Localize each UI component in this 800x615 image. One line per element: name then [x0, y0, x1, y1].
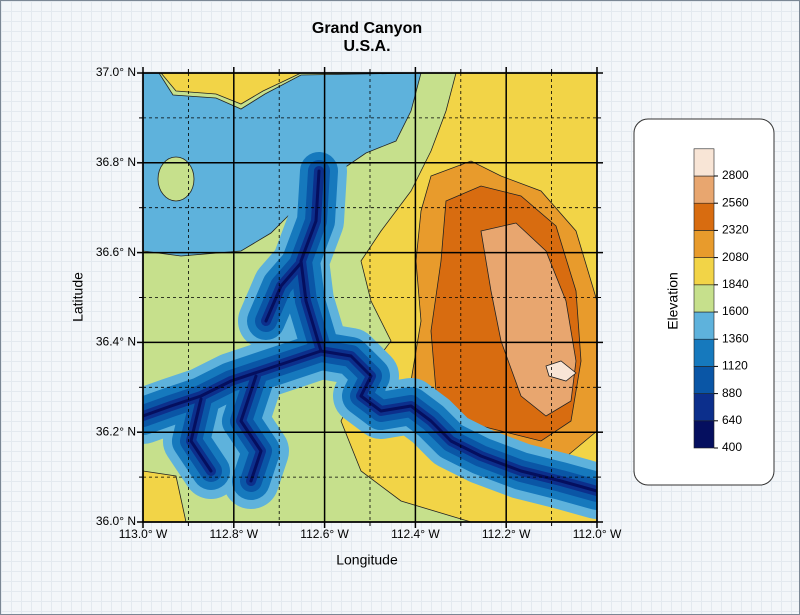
- contour-region: [143, 470, 187, 522]
- colorbar-tick-label: 2560: [722, 195, 749, 209]
- x-tick-label: 113.0° W: [119, 527, 168, 541]
- colorbar-swatch: [693, 202, 715, 231]
- y-axis-label: Latitude: [70, 272, 86, 322]
- x-tick-label: 112.4° W: [391, 527, 440, 541]
- colorbar-label: Elevation: [665, 272, 681, 330]
- colorbar-swatch: [693, 338, 715, 367]
- colorbar-tick-label: 1840: [722, 277, 749, 291]
- y-tick-label: 36.4° N: [96, 335, 136, 349]
- colorbar-swatch: [693, 175, 715, 204]
- colorbar-tick-label: 400: [722, 440, 742, 454]
- x-tick-label: 112.0° W: [573, 527, 622, 541]
- y-tick-label: 36.2° N: [96, 424, 136, 438]
- colorbar-tick-label: 1600: [722, 304, 749, 318]
- axes: 113.0° W 112.8° W 112.6° W 112.4° W 112.2° W…: [96, 65, 749, 541]
- contour-region: [264, 261, 303, 323]
- y-tick-label: 36.8° N: [96, 155, 136, 169]
- colorbar-swatch: [693, 311, 715, 340]
- colorbar-tick-label: 640: [722, 413, 742, 427]
- colorbar-swatch: [693, 148, 715, 177]
- colorbar-swatch: [693, 230, 715, 258]
- contour-region: [189, 397, 213, 473]
- colorbar-swatch: [693, 420, 715, 449]
- colorbar-swatch: [693, 257, 715, 286]
- contour-region: [239, 374, 263, 483]
- colorbar-tick-label: 2320: [722, 223, 749, 237]
- contour-region: [143, 349, 597, 493]
- contour-region: [157, 156, 195, 202]
- x-tick-label: 112.2° W: [482, 527, 531, 541]
- y-tick-label: 37.0° N: [96, 65, 136, 79]
- colorbar-swatch: [693, 393, 715, 422]
- colorbar-tick-label: 2080: [722, 250, 749, 264]
- chart-title: Grand Canyon: [312, 20, 422, 37]
- y-tick-label: 36.6° N: [96, 245, 136, 259]
- x-tick-label: 112.6° W: [300, 527, 349, 541]
- y-tick-label: 36.0° N: [96, 514, 136, 528]
- contour-region: [545, 360, 577, 382]
- plot-frame: [142, 72, 598, 523]
- colorbar-swatch: [693, 284, 715, 313]
- x-tick-label: 112.8° W: [209, 527, 258, 541]
- contour-region: [143, 73, 422, 257]
- colorbar-tick-label: 880: [722, 386, 742, 400]
- colorbar-tick-label: 1120: [722, 359, 748, 373]
- chart-subtitle: U.S.A.: [343, 38, 390, 55]
- colorbar-tick-label: 1360: [722, 331, 749, 345]
- colorbar-tick-label: 2800: [722, 168, 749, 182]
- contour-region: [299, 169, 323, 353]
- contour-region: [160, 73, 302, 105]
- x-axis-label: Longitude: [336, 552, 398, 568]
- colorbar-swatch: [693, 366, 715, 394]
